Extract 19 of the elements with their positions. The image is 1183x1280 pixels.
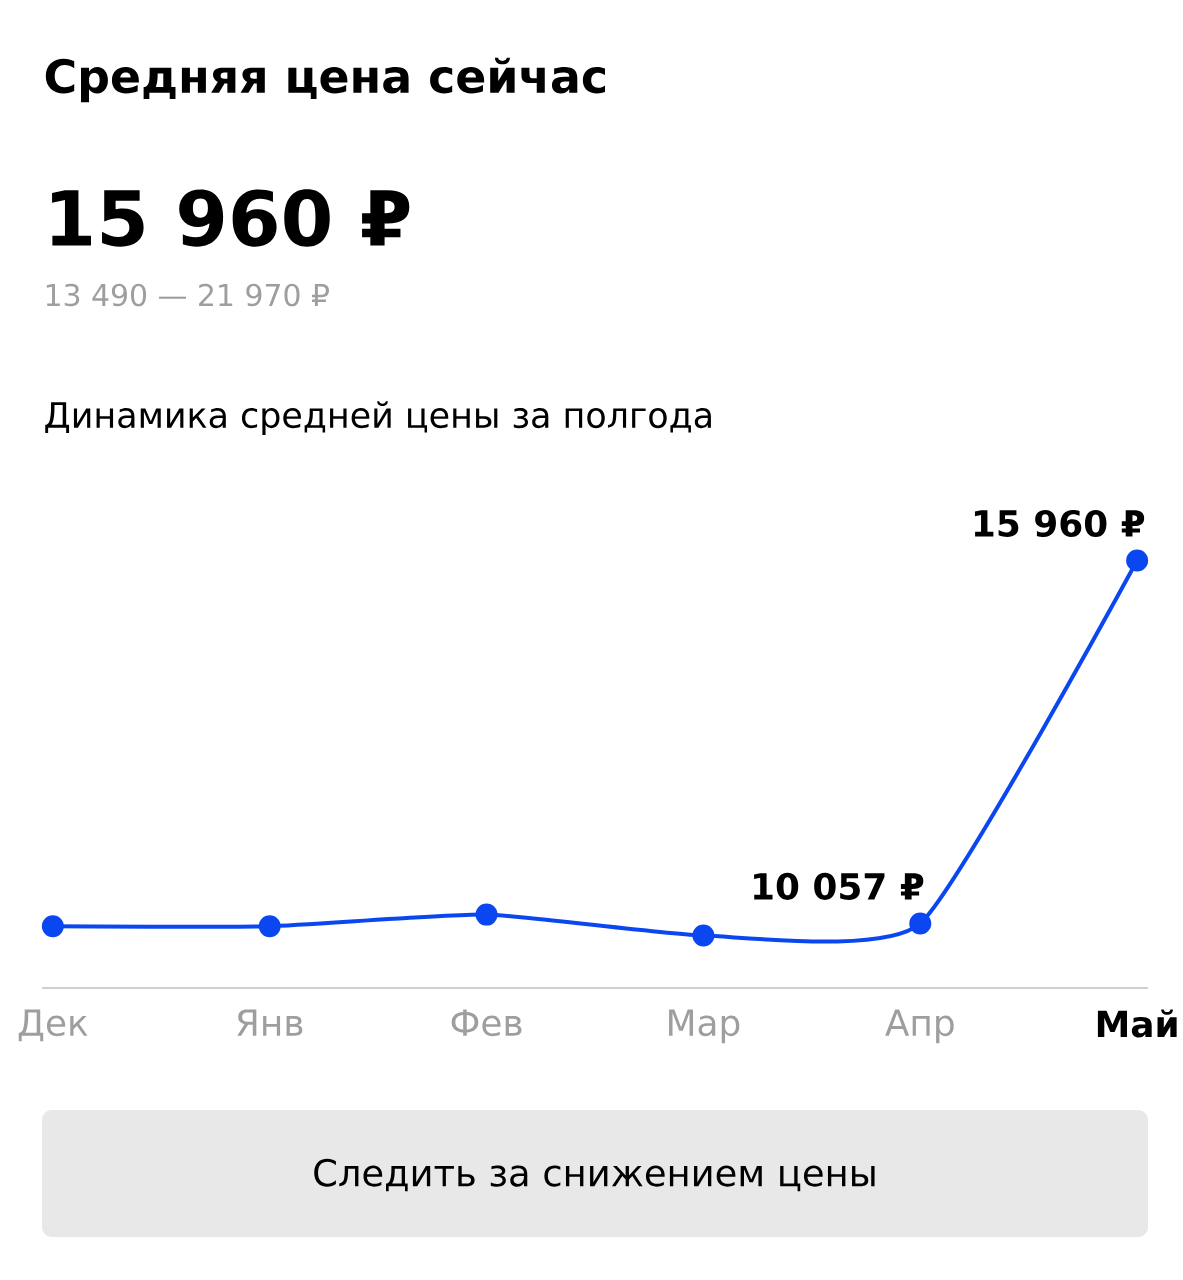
point xyxy=(692,924,715,947)
x-tick-label: Дек xyxy=(18,1009,88,1042)
x-tick-label: Янв xyxy=(237,1009,303,1036)
point xyxy=(475,903,498,926)
point xyxy=(909,912,932,935)
text: 13 490 — 21 970 ₽ xyxy=(46,283,330,307)
text: Динамика средней цены за полгода xyxy=(45,401,711,435)
x-tick-label: Апр xyxy=(885,1009,954,1044)
x-tick-label: Фев xyxy=(451,1009,522,1037)
point xyxy=(1126,549,1149,572)
point xyxy=(41,915,64,938)
point xyxy=(258,915,281,938)
text: 15 960 ₽ xyxy=(52,189,410,247)
data-label: 10 057 ₽ xyxy=(754,872,924,900)
text: Следить за снижением цены xyxy=(314,1158,875,1192)
x-tick-label: Май xyxy=(1097,1009,1177,1038)
chart-title: Средняя цена сейчас xyxy=(45,57,606,103)
x-tick-label: Мар xyxy=(669,1009,740,1044)
data-label: 15 960 ₽ xyxy=(974,509,1145,537)
